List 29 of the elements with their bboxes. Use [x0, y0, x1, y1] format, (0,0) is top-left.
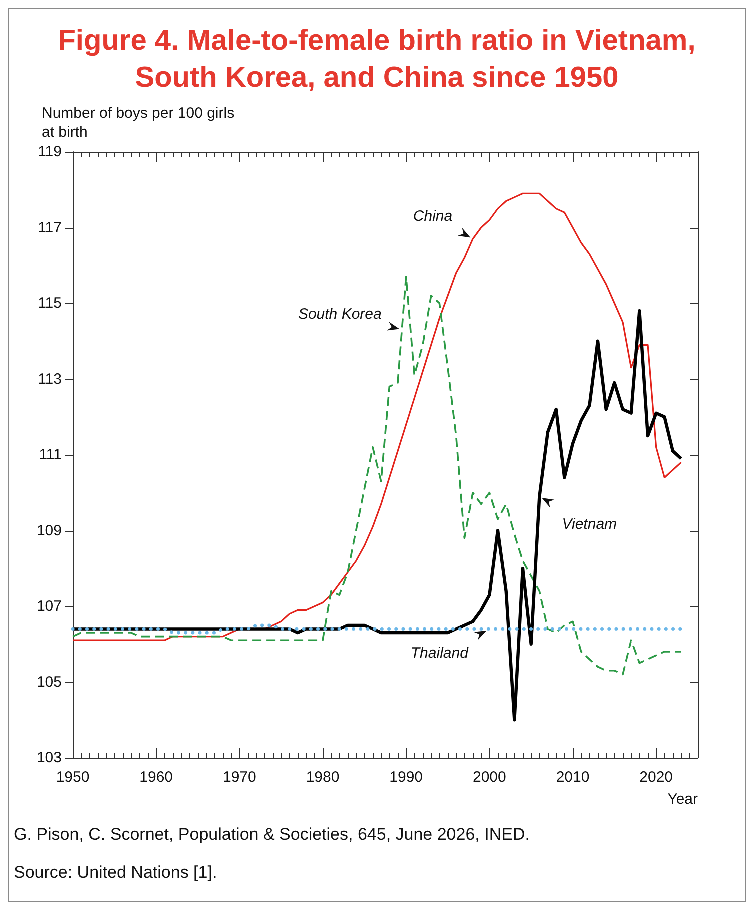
y-tick-label: 117	[38, 219, 62, 236]
series-label: South Korea	[298, 306, 382, 324]
x-axis-title: Year	[668, 791, 698, 808]
x-tick-label: 2020	[640, 769, 674, 786]
text: G. Pison, C. Scornet, Population & Societies, 645, June 2026, INED.	[14, 824, 531, 846]
x-tick-label: 1970	[222, 769, 256, 786]
y-tick-label: 107	[36, 598, 62, 615]
x-tick-label: 2000	[472, 769, 506, 786]
y-axis-title: Number of boys per 100 girls at birth	[42, 104, 236, 142]
y-tick-label: 113	[38, 370, 62, 388]
series-label: China	[413, 208, 453, 226]
y-tick-label: 119	[38, 144, 62, 160]
y-tick-label: 103	[36, 750, 62, 766]
line-series	[71, 309, 683, 722]
series-label: Vietnam	[562, 516, 618, 534]
y-tick-label: 109	[36, 522, 62, 540]
x-tick-label: 1980	[306, 769, 340, 786]
x-tick-label: 1950	[56, 769, 90, 786]
series-label: Thailand	[410, 645, 468, 664]
x-tick-label: 1990	[390, 769, 424, 786]
line-series	[72, 192, 682, 642]
y-tick-label: 115	[38, 295, 62, 312]
y-tick-label: 105	[36, 674, 62, 691]
line-series	[72, 276, 682, 676]
y-tick-label: 111	[39, 446, 62, 464]
x-tick-label: 2010	[556, 769, 590, 786]
chart-title: Figure 4. Male-to-female birth ratio in Vietnam, South Korea, and China since 1950	[57, 24, 697, 96]
source-note: Source: United Nations [1].	[14, 862, 218, 884]
x-tick-label: 1960	[140, 769, 174, 786]
